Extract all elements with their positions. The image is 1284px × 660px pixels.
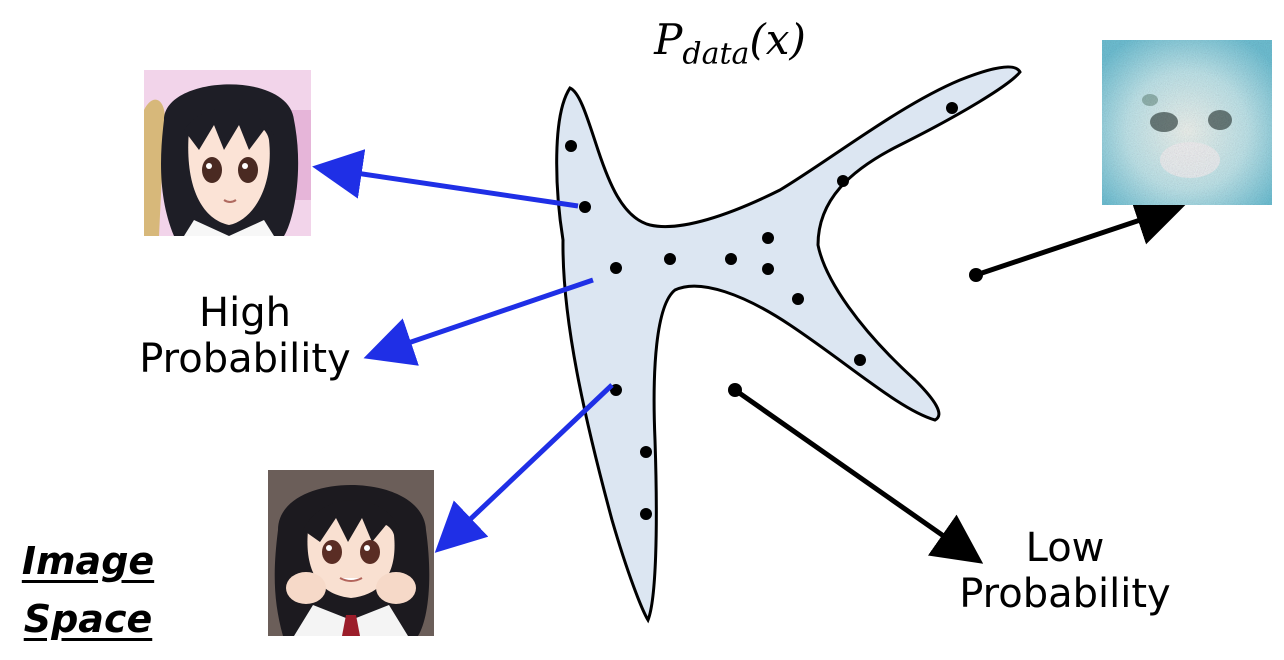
image-space-line-1: Image	[21, 539, 155, 583]
arrow-to-high-probability-label	[363, 277, 594, 366]
arrow-to-top-thumbnail	[312, 149, 579, 209]
data-point	[762, 232, 774, 244]
noisy-image-thumbnail	[1102, 40, 1272, 205]
arrow-to-low-probability-label	[733, 387, 984, 564]
high-probability-line-1: High	[199, 290, 291, 336]
distribution-argument: (x)	[749, 15, 806, 64]
data-point	[762, 263, 774, 275]
data-point	[579, 201, 591, 213]
arrow-to-bottom-thumbnail	[434, 383, 614, 553]
high-probability-label: High Probability	[120, 290, 370, 382]
arrow-to-noise-thumbnail	[975, 197, 1186, 278]
anime-hands-on-cheeks-thumbnail	[268, 470, 434, 636]
data-point	[664, 253, 676, 265]
image-space-line-2: Space	[23, 597, 153, 641]
data-point	[610, 262, 622, 274]
data-point	[854, 354, 866, 366]
data-distribution-label: Pdata(x)	[600, 10, 860, 84]
anime-portrait-thumbnail-top	[144, 70, 311, 236]
low-probability-arrows	[733, 197, 1186, 564]
data-point	[640, 446, 652, 458]
high-probability-arrows	[312, 149, 614, 553]
high-probability-line-2: Probability	[139, 336, 351, 382]
data-point	[837, 175, 849, 187]
image-space-label: Image Space	[8, 532, 168, 648]
data-point	[640, 508, 652, 520]
data-point	[725, 253, 737, 265]
data-point	[565, 140, 577, 152]
data-points	[565, 102, 983, 520]
low-probability-label: Low Probability	[940, 525, 1190, 617]
data-distribution-region	[555, 65, 1022, 624]
data-point	[946, 102, 958, 114]
distribution-symbol: P	[654, 15, 683, 64]
low-probability-line-2: Probability	[959, 571, 1171, 617]
low-probability-line-1: Low	[1025, 525, 1105, 571]
distribution-subscript: data	[682, 36, 750, 72]
data-point	[792, 293, 804, 305]
